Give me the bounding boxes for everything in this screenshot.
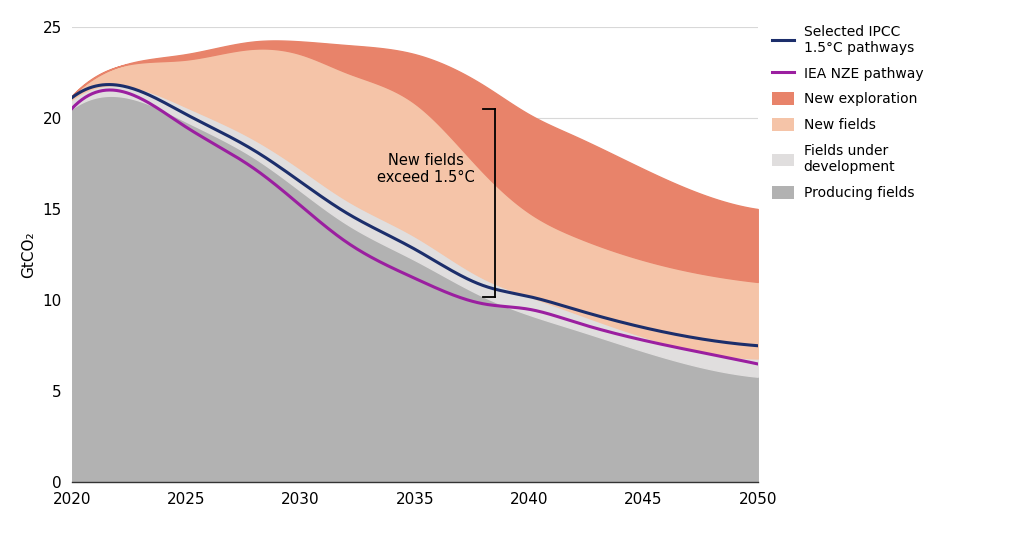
Y-axis label: GtCO₂: GtCO₂ [20, 232, 36, 278]
Legend: Selected IPCC
1.5°C pathways, IEA NZE pathway, New exploration, New fields, Fiel: Selected IPCC 1.5°C pathways, IEA NZE pa… [771, 25, 923, 200]
Text: New fields
exceed 1.5°C: New fields exceed 1.5°C [377, 153, 475, 185]
